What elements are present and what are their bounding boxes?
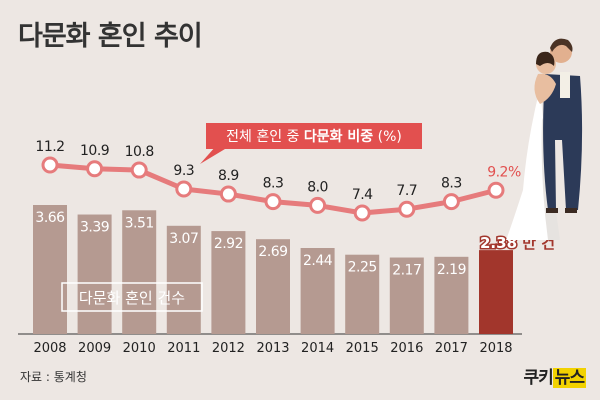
- bar-2016: [389, 257, 424, 334]
- bar-2018: [479, 250, 513, 334]
- x-tick-2008: 2008: [33, 341, 66, 356]
- line-legend-label-unit: (%): [373, 129, 402, 145]
- x-tick-2010: 2010: [123, 341, 156, 356]
- bar-2010: [122, 210, 157, 334]
- groom-shoe-left: [546, 208, 558, 213]
- source-note: 자료 : 통계청: [20, 370, 87, 384]
- bar-2008: [33, 205, 67, 334]
- page-title: 다문화 혼인 추이: [18, 21, 203, 52]
- bar-label-2013: 2.69: [258, 244, 287, 260]
- line-legend-box: [206, 123, 422, 149]
- bar-label-group: 3.66 3.39 3.51 3.07 2.92 2.69 2.44 2.25 2.17 2.19…: [35, 210, 555, 279]
- line-point-2016: [398, 200, 416, 218]
- x-tick-2014: 2014: [301, 341, 334, 356]
- line-point-2013: [264, 193, 282, 211]
- x-tick-2013: 2013: [256, 341, 289, 356]
- bar-2015: [345, 254, 380, 334]
- bar-2017: [434, 256, 469, 334]
- bar-label-2017: 2.19: [437, 262, 466, 278]
- groom-shoe-right: [565, 208, 577, 213]
- x-tick-2009: 2009: [78, 341, 111, 356]
- line-point-2010: [130, 161, 148, 179]
- line-label-2016: 7.7: [396, 183, 417, 199]
- bar-label-2008: 3.66: [35, 210, 65, 226]
- bride-back: [534, 73, 556, 104]
- line-label-2012: 8.9: [218, 168, 239, 184]
- wedding-couple-illustration: [506, 38, 583, 240]
- line-label-2008: 11.2: [35, 139, 64, 155]
- bar-2011: [166, 225, 201, 334]
- x-tick-2018: 2018: [479, 341, 512, 356]
- line-legend-label-plain: 전체 혼인 중: [226, 129, 304, 145]
- bar-label-2012: 2.92: [214, 236, 243, 252]
- bar-label-2010: 3.51: [125, 215, 154, 231]
- bar-label-2015: 2.25: [348, 260, 377, 276]
- line-point-2018: [487, 181, 505, 199]
- line-point-2015: [353, 204, 371, 222]
- x-tick-2015: 2015: [346, 341, 379, 356]
- groom-shirt: [560, 72, 570, 98]
- line-label-2014: 8.0: [307, 179, 328, 195]
- bar-label-2016: 2.17: [392, 263, 421, 279]
- x-tick-2016: 2016: [390, 341, 423, 356]
- bar-label-2011: 3.07: [169, 231, 198, 247]
- groom-hair: [550, 38, 573, 52]
- bride-hair: [536, 51, 555, 66]
- bar-2009: [77, 214, 112, 334]
- line-point-2014: [309, 196, 327, 214]
- line-legend: 전체 혼인 중 다문화 비중 (%): [200, 123, 422, 164]
- line-label-2015: 7.4: [352, 187, 373, 203]
- bar-group: [33, 205, 513, 334]
- bar-legend: 다문화 혼인 건수: [61, 282, 203, 312]
- line-point-2008: [41, 156, 59, 174]
- bar-2013: [256, 239, 290, 334]
- brand-logo-part2: 뉴스: [552, 368, 586, 388]
- line-label-2018: 9.2%: [487, 164, 521, 180]
- line-label-2013: 8.3: [263, 176, 284, 192]
- line-label-2011: 9.3: [173, 163, 194, 179]
- x-tick-2011: 2011: [167, 341, 200, 356]
- bar-2012: [211, 231, 246, 334]
- x-tick-2012: 2012: [212, 341, 245, 356]
- line-point-2011: [175, 180, 193, 198]
- bar-legend-label: 다문화 혼인 건수: [79, 289, 185, 307]
- line-point-2017: [442, 193, 460, 211]
- line-label-2009: 10.9: [80, 143, 109, 159]
- bar-label-2009: 3.39: [80, 220, 109, 236]
- line-label-2017: 8.3: [441, 176, 462, 192]
- brand-logo-part1: 쿠키: [523, 368, 553, 388]
- x-tick-2017: 2017: [435, 341, 468, 356]
- line-series-group: 11.2 10.9 10.8 9.3 8.9 8.3 8.0 7.4 7.7 8.3 9.2%: [35, 139, 521, 222]
- line-legend-label: 전체 혼인 중 다문화 비중 (%): [226, 129, 402, 145]
- x-tick-group: 2008 2009 2010 2011 2012 2013 2014 2015 2016 2017…: [33, 341, 512, 356]
- line-legend-pointer: [200, 146, 230, 164]
- groom-suit: [543, 74, 583, 210]
- line-legend-label-bold: 다문화 비중: [304, 129, 373, 145]
- line-label-2010: 10.8: [125, 144, 154, 160]
- line-point-2012: [219, 185, 237, 203]
- brand-logo: 쿠키 뉴스: [523, 363, 586, 388]
- bar-label-2014: 2.44: [303, 253, 333, 269]
- bar-2014: [300, 248, 335, 334]
- bar-legend-box: [61, 282, 203, 312]
- line-point-2009: [86, 160, 104, 178]
